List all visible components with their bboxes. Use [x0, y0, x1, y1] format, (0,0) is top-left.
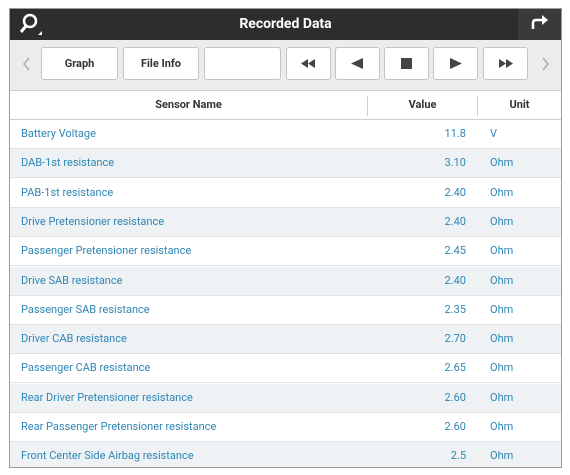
- sensor-value: 11.8: [444, 127, 466, 140]
- table-row[interactable]: Front Center Side Airbag resistance 2.5 Oh…: [10, 442, 561, 467]
- sensor-name: Driver CAB resistance: [21, 332, 127, 346]
- sensor-name: Passenger CAB resistance: [21, 361, 151, 375]
- back-icon: [531, 15, 548, 29]
- column-separator: [367, 96, 368, 116]
- sensor-value: 2.35: [444, 302, 466, 316]
- sensor-unit: Ohm: [490, 214, 514, 228]
- window: Recorded Data Graph File Info Sensor Nam…: [9, 8, 562, 468]
- sensor-name: Passenger Pretensioner resistance: [21, 244, 192, 258]
- sensor-value: 2.60: [444, 390, 466, 404]
- fast-forward-button[interactable]: [483, 47, 528, 80]
- sensor-unit: Ohm: [490, 244, 514, 258]
- play-button[interactable]: [433, 47, 478, 80]
- table-row[interactable]: Passenger CAB resistance 2.65 Ohm: [10, 354, 561, 384]
- table-row[interactable]: Passenger Pretensioner resistance 2.45 Ohm: [10, 237, 561, 267]
- blank-button[interactable]: [204, 47, 281, 80]
- sensor-name: Front Center Side Airbag resistance: [21, 449, 194, 463]
- file-info-button[interactable]: File Info: [123, 47, 199, 80]
- sensor-value: 2.45: [444, 244, 466, 258]
- search-icon[interactable]: [16, 9, 46, 40]
- back-button[interactable]: [518, 9, 561, 40]
- sensor-unit: Ohm: [490, 390, 514, 404]
- sensor-value: 2.70: [444, 332, 466, 346]
- sensor-name: Drive Pretensioner resistance: [21, 214, 165, 228]
- table-row[interactable]: Rear Passenger Pretensioner resistance 2.…: [10, 413, 561, 442]
- sensor-name: Rear Driver Pretensioner resistance: [21, 390, 193, 404]
- sensor-name: Passenger SAB resistance: [21, 302, 150, 316]
- title: Recorded Data: [239, 16, 332, 32]
- table-row[interactable]: Passenger SAB resistance 2.35 Ohm: [10, 296, 561, 325]
- rewind-button[interactable]: [286, 47, 331, 80]
- sensor-name: Battery Voltage: [21, 127, 96, 140]
- table-row[interactable]: DAB-1st resistance 3.10 Ohm: [10, 149, 561, 179]
- prev-button[interactable]: [335, 47, 380, 80]
- graph-button[interactable]: Graph: [41, 47, 118, 80]
- sensor-value: 2.40: [444, 273, 466, 287]
- sensor-unit: Ohm: [490, 185, 514, 199]
- sensor-value: 2.5: [450, 449, 466, 463]
- sensor-unit: Ohm: [490, 302, 514, 316]
- column-header[interactable]: Unit: [509, 98, 530, 111]
- sensor-value: 2.60: [444, 420, 466, 433]
- sensor-name: PAB-1st resistance: [21, 185, 114, 199]
- sensor-value: 2.40: [444, 185, 466, 199]
- sensor-name: DAB-1st resistance: [21, 156, 115, 170]
- sensor-unit: Ohm: [490, 361, 514, 375]
- column-header[interactable]: Value: [408, 98, 437, 111]
- sensor-value: 3.10: [444, 156, 466, 170]
- table-row[interactable]: Rear Driver Pretensioner resistance 2.60 O…: [10, 383, 561, 413]
- sensor-name: Rear Passenger Pretensioner resistance: [21, 420, 217, 433]
- sensor-unit: Ohm: [490, 332, 514, 346]
- scroll-left[interactable]: [20, 40, 34, 90]
- table-row[interactable]: Driver CAB resistance 2.70 Ohm: [10, 325, 561, 355]
- sensor-unit: Ohm: [490, 273, 514, 287]
- sensor-value: 2.40: [444, 214, 466, 228]
- toolbar: Graph File Info: [10, 40, 561, 91]
- sensor-unit: Ohm: [490, 449, 514, 463]
- sensor-name: Drive SAB resistance: [21, 273, 123, 287]
- column-separator: [477, 96, 478, 116]
- stop-button[interactable]: [384, 47, 429, 80]
- column-header[interactable]: Sensor Name: [155, 98, 222, 111]
- sensor-unit: Ohm: [490, 156, 514, 170]
- table-row[interactable]: Drive Pretensioner resistance 2.40 Ohm: [10, 207, 561, 237]
- table-row[interactable]: Battery Voltage 11.8 V: [10, 120, 561, 149]
- sensor-unit: Ohm: [490, 420, 514, 433]
- table-row[interactable]: PAB-1st resistance 2.40 Ohm: [10, 179, 561, 208]
- table-row[interactable]: Drive SAB resistance 2.40 Ohm: [10, 266, 561, 296]
- sensor-unit: V: [490, 127, 498, 140]
- header-bar: Recorded Data: [10, 9, 561, 40]
- sensor-value: 2.65: [444, 361, 466, 375]
- scroll-right[interactable]: [538, 40, 552, 90]
- table-header: Sensor Name Value Unit: [10, 91, 561, 120]
